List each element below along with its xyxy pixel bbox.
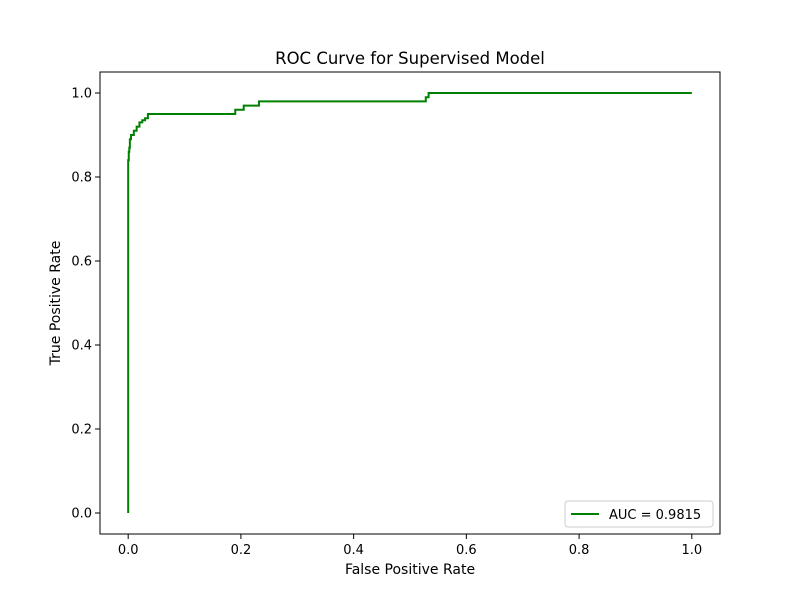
y-axis-ticks: 0.0 0.2 0.4 0.6 0.8 1.0 [71,87,100,522]
x-tick-label: 0.6 [456,543,477,558]
legend: AUC = 0.9815 [564,500,714,528]
x-axis-label: False Positive Rate [345,562,475,578]
y-axis-label: True Positive Rate [48,241,64,367]
roc-curve-line [127,92,692,513]
y-tick-label: 0.0 [71,507,92,522]
legend-label: AUC = 0.9815 [609,508,701,523]
x-tick-label: 1.0 [681,543,702,558]
legend-box [564,500,714,528]
chart-title: ROC Curve for Supervised Model [275,49,545,68]
y-tick-label: 0.2 [71,423,92,438]
x-tick-label: 0.2 [231,543,252,558]
axes-frame [99,71,721,535]
x-tick-label: 0.8 [569,543,590,558]
y-tick-label: 1.0 [71,87,92,102]
x-tick-label: 0.4 [343,543,364,558]
y-tick-label: 0.4 [71,339,92,354]
y-tick-label: 0.8 [71,171,92,186]
x-tick-label: 0.0 [118,543,139,558]
series-layer [127,92,692,513]
x-axis-ticks: 0.0 0.2 0.4 0.6 0.8 1.0 [118,534,702,558]
y-tick-label: 0.6 [71,255,92,270]
